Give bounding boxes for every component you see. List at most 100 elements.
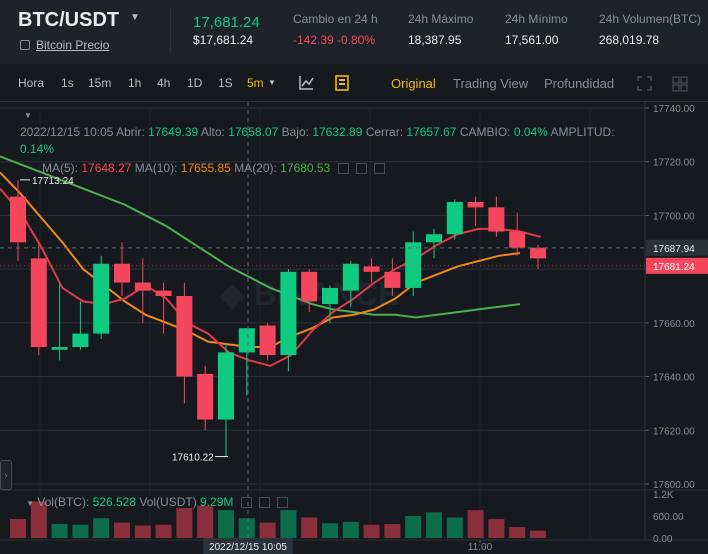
fullscreen-icon[interactable] xyxy=(637,76,652,91)
tab-depth[interactable]: Profundidad xyxy=(544,76,615,91)
candle-up xyxy=(426,234,442,243)
max-price-label: 17713.24 xyxy=(32,176,74,187)
interval-1h[interactable]: 1h xyxy=(128,76,142,90)
settings-icon[interactable] xyxy=(259,497,271,508)
grid-layout-icon[interactable] xyxy=(672,76,688,92)
volume-tick-label: 600.00 xyxy=(653,512,684,523)
settings-icon[interactable] xyxy=(355,163,367,174)
volume-bar xyxy=(530,530,546,538)
interval-4h[interactable]: 4h xyxy=(157,76,171,90)
tab-original[interactable]: Original xyxy=(391,76,436,91)
stat-label: 24h Máximo xyxy=(408,12,474,26)
eye-icon[interactable] xyxy=(337,163,349,174)
close-icon[interactable] xyxy=(374,163,386,174)
pair-title[interactable]: BTC/USDT xyxy=(18,9,120,31)
volume-bar xyxy=(238,518,255,538)
ma20-line xyxy=(0,155,521,319)
vol-btc-label: Vol(BTC): xyxy=(37,495,90,509)
candle-down xyxy=(363,266,380,272)
volume-bar xyxy=(322,523,338,538)
price-tick-label: 17620.00 xyxy=(653,426,695,437)
high-value: 17658.07 xyxy=(228,125,279,139)
candle-down xyxy=(10,196,26,243)
candle-down xyxy=(134,282,151,291)
interval-5m-active[interactable]: 5m xyxy=(247,76,264,90)
candle-down xyxy=(155,290,172,296)
volume-bar xyxy=(259,522,276,538)
eye-icon[interactable] xyxy=(240,497,252,508)
volume-bar xyxy=(134,525,151,538)
candle-down xyxy=(384,271,401,288)
price-tick-label: 17600.00 xyxy=(653,480,695,491)
volume-bar xyxy=(488,518,505,538)
candle-down xyxy=(530,247,546,259)
candle-up xyxy=(238,328,255,353)
high-label: Alto: xyxy=(200,125,225,139)
tab-trading-view[interactable]: Trading View xyxy=(453,76,529,91)
last-price: 17,681.24 xyxy=(193,14,260,31)
candle-down xyxy=(30,258,47,348)
amplitude-value: 0.14% xyxy=(20,142,55,156)
candle-up xyxy=(446,202,463,235)
close-icon[interactable] xyxy=(277,497,289,508)
stat-change: Cambio en 24 h -142.39 -0.80% xyxy=(293,12,378,47)
candle-down xyxy=(197,373,214,420)
chevron-down-icon[interactable]: ▼ xyxy=(24,111,32,120)
volume-bar xyxy=(467,510,484,538)
volume-tick-label: 0.00 xyxy=(653,534,673,545)
close-value: 17657.67 xyxy=(406,125,457,139)
ma10-value: 17655.85 xyxy=(180,161,231,175)
candle-up xyxy=(72,333,89,348)
ohlc-info: 2022/12/15 10:05 Abrir: 17649.39 Alto: 1… xyxy=(20,124,640,158)
volume-bar xyxy=(301,517,318,538)
candle-down xyxy=(488,207,505,232)
volume-bar xyxy=(280,510,297,538)
volume-bar xyxy=(30,501,47,538)
volume-bar xyxy=(446,517,463,538)
chevron-down-icon[interactable]: ▼ xyxy=(268,78,276,87)
candle-up xyxy=(342,263,359,291)
stat-label: 24h Mínimo xyxy=(505,12,568,26)
volume-bar xyxy=(93,518,110,538)
crosshair-price-label: 17687.94 xyxy=(653,244,695,255)
volume-legend: ▼ Vol(BTC): 526.528 Vol(USDT) 9.29M xyxy=(26,495,289,509)
interval-1d[interactable]: 1D xyxy=(187,76,203,90)
volume-bar xyxy=(405,516,422,538)
stat-label: 24h Volumen(BTC) xyxy=(599,12,702,26)
indicator-icon[interactable] xyxy=(298,75,314,91)
time-tick-label: 11:00 xyxy=(468,542,493,553)
ma5-line xyxy=(0,187,542,367)
ma5-label: MA(5): xyxy=(42,161,78,175)
vol-btc-value: 526.528 xyxy=(92,495,137,509)
volume-bar xyxy=(363,524,380,538)
change-label: CAMBIO: xyxy=(459,125,511,139)
expand-panel-button[interactable]: › xyxy=(0,460,12,490)
chevron-down-icon[interactable]: ▼ xyxy=(26,499,34,508)
stat-value: -142.39 -0.80% xyxy=(293,33,376,47)
candlestick-chart[interactable]: ◆ BINANCE 17740.0017720.0017700.0017680.… xyxy=(0,102,708,554)
stat-volume: 24h Volumen(BTC) 268,019.78 xyxy=(599,12,701,47)
candles xyxy=(10,180,546,458)
amplitude-label: AMPLITUD: xyxy=(550,125,615,139)
candle-up xyxy=(322,287,338,305)
crosshair-time-box xyxy=(203,538,293,554)
stat-value: 268,019.78 xyxy=(599,33,660,47)
candle-down xyxy=(301,271,318,302)
bookmark-icon[interactable] xyxy=(335,75,349,91)
time-label[interactable]: Hora xyxy=(18,76,45,90)
candle-up xyxy=(405,242,422,288)
volume-bar xyxy=(72,524,89,538)
interval-15m[interactable]: 15m xyxy=(88,76,112,90)
price-tick-label: 17720.00 xyxy=(653,158,695,169)
interval-1s-week[interactable]: 1S xyxy=(218,76,233,90)
volume-bar xyxy=(384,524,401,538)
stat-high: 24h Máximo 18,387.95 xyxy=(408,12,473,47)
chart-toolbar: Hora 1s 15m 1h 4h 1D 1S 5m ▼ Original Tr… xyxy=(0,64,708,102)
chevron-down-icon[interactable]: ▼ xyxy=(130,12,140,23)
volume-bar xyxy=(114,522,130,538)
price-tick-label: 17700.00 xyxy=(653,211,695,222)
interval-1s[interactable]: 1s xyxy=(61,76,74,90)
info-date: 2022/12/15 10:05 xyxy=(20,125,114,139)
crosshair-time-label: 2022/12/15 10:05 xyxy=(209,542,287,553)
coin-info-link[interactable]: Bitcoin Precio xyxy=(20,38,109,52)
